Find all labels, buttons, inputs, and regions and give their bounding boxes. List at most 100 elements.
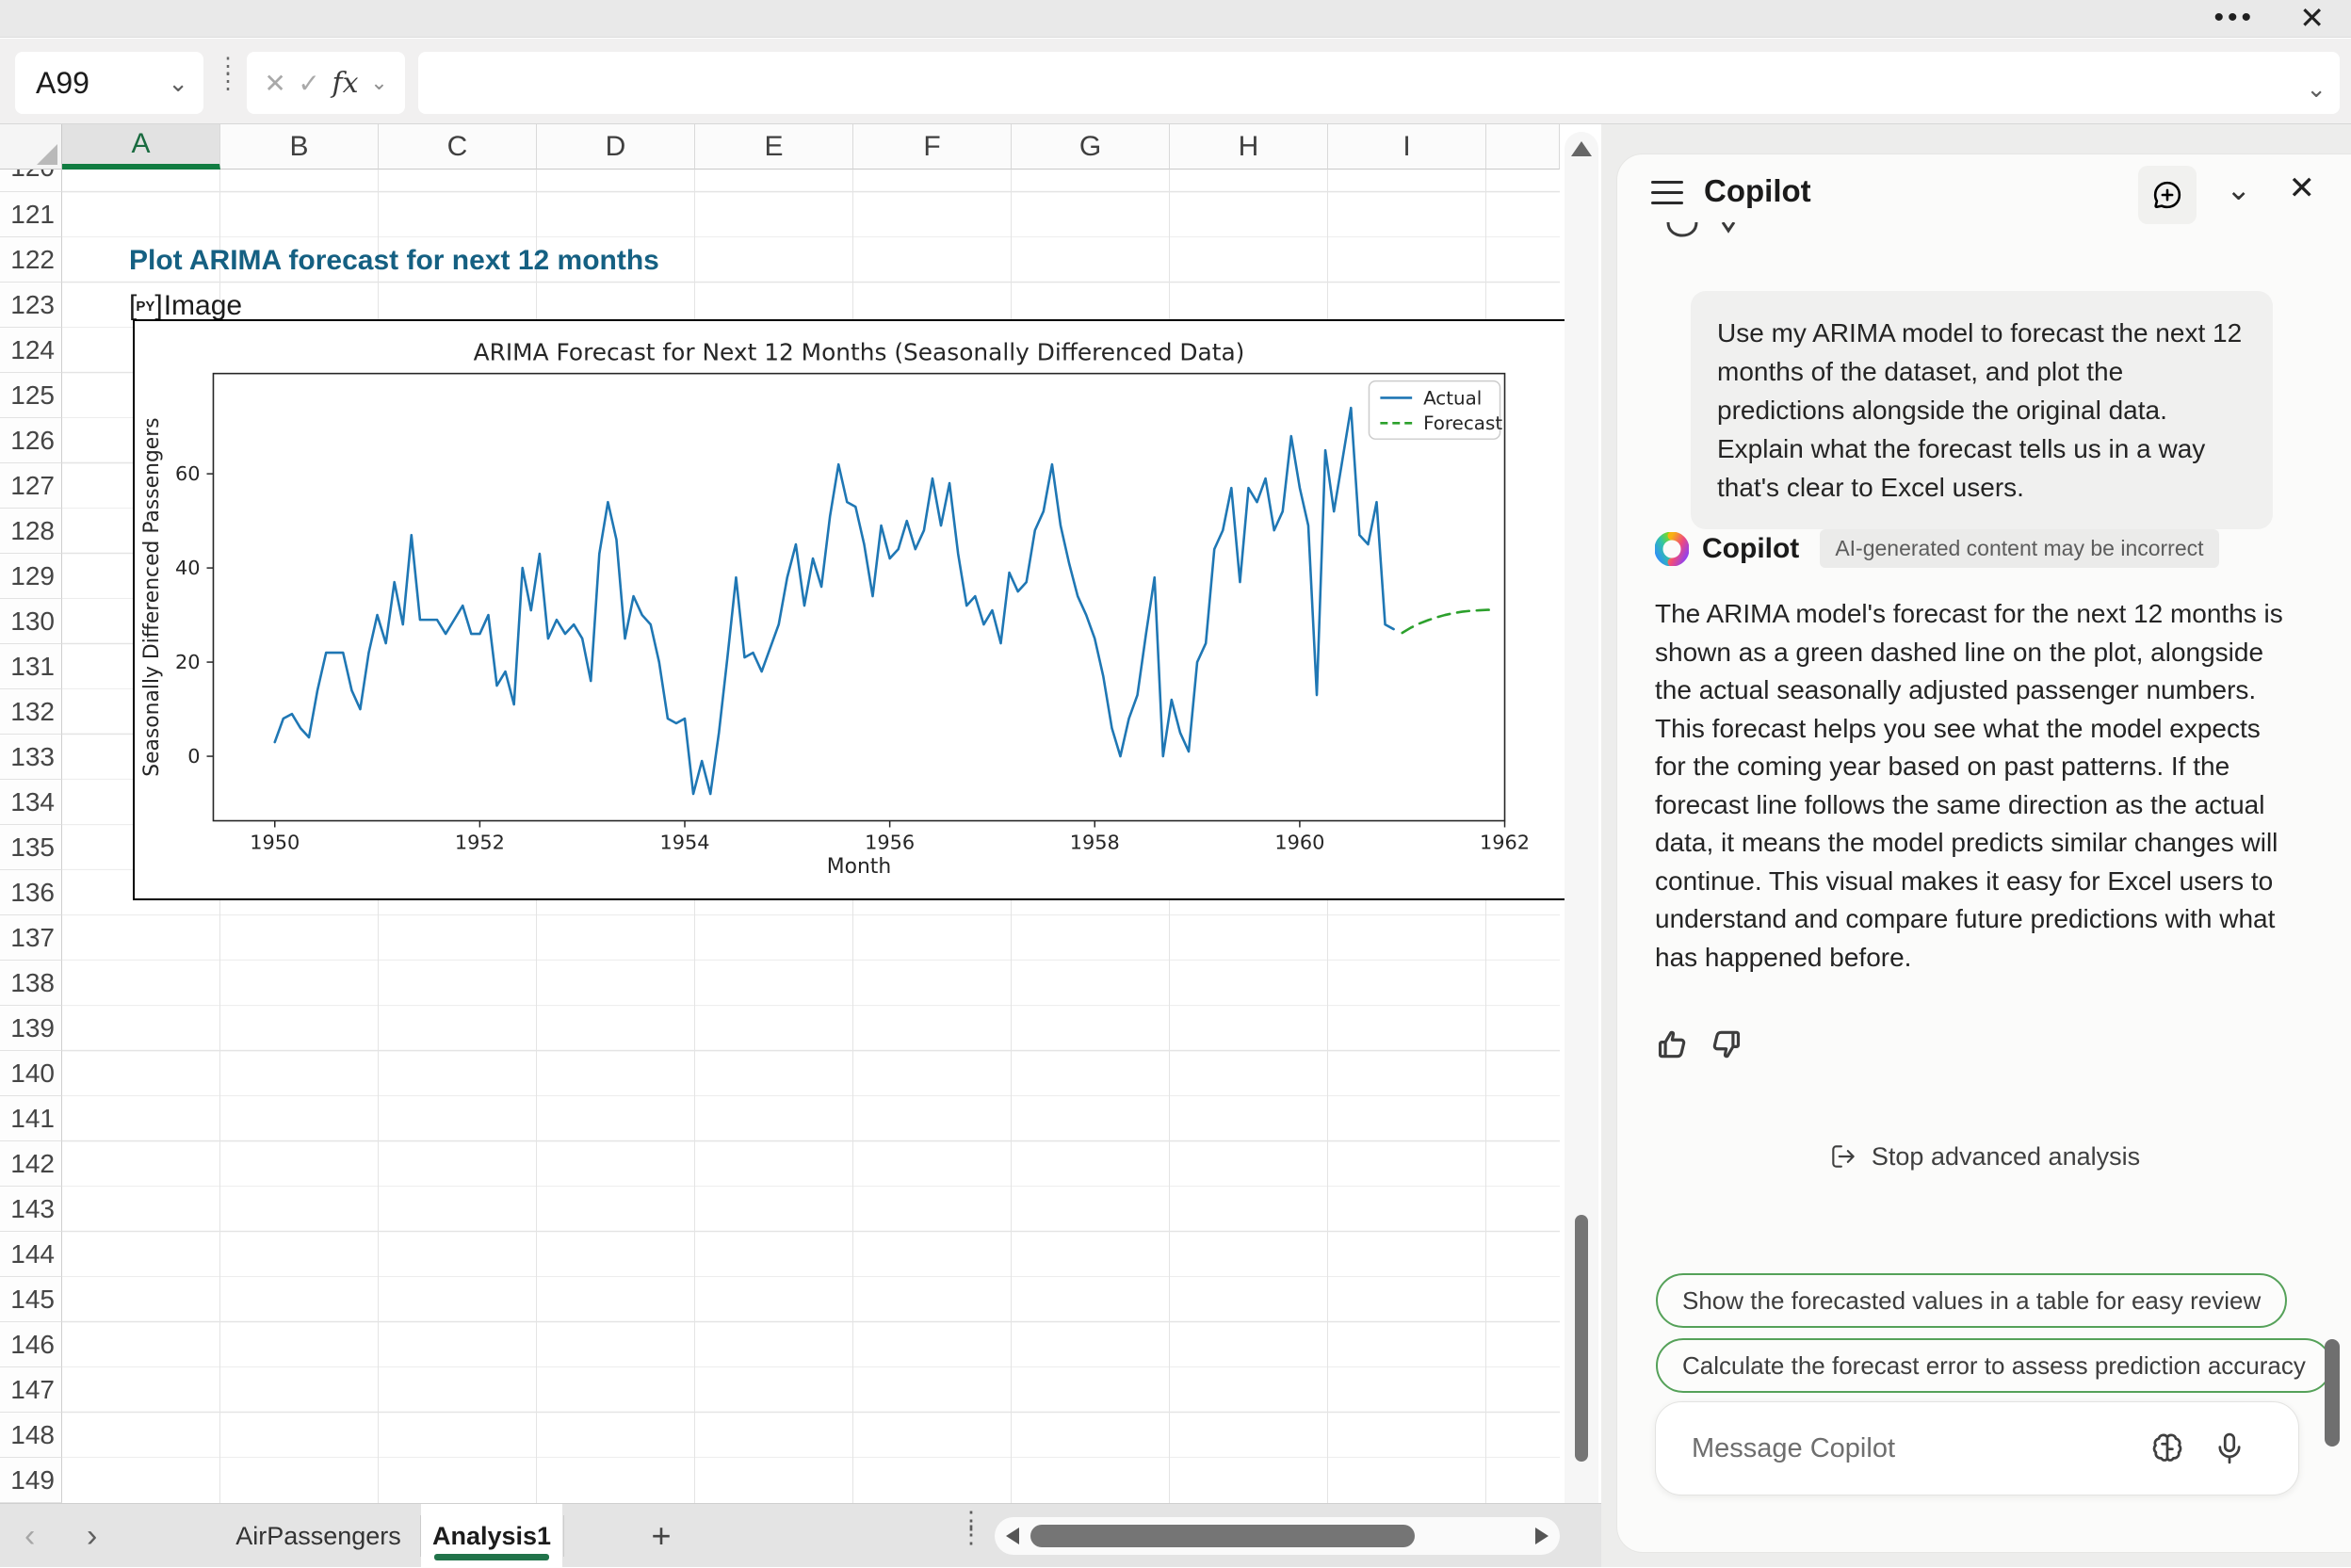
user-message-bubble: Use my ARIMA model to forecast the next …	[1691, 291, 2273, 529]
row-header-141[interactable]: 141	[0, 1096, 62, 1141]
confirm-entry-icon[interactable]: ✓	[298, 68, 320, 98]
x-tick-label: 1952	[455, 831, 505, 853]
copilot-header: Copilot ⌄ ✕	[1617, 154, 2351, 237]
name-box-value: A99	[36, 65, 89, 100]
copilot-scrollbar-thumb[interactable]	[2325, 1339, 2340, 1447]
ai-disclaimer-badge: AI-generated content may be incorrect	[1820, 529, 2219, 568]
row-header-145[interactable]: 145	[0, 1277, 62, 1322]
name-box[interactable]: A99 ⌄	[15, 52, 203, 114]
stop-advanced-analysis-button[interactable]: Stop advanced analysis	[1617, 1141, 2351, 1172]
series-forecast-line	[1401, 608, 1498, 635]
tab-separator	[563, 1515, 564, 1557]
sheet-tab-airpassengers[interactable]: AirPassengers	[235, 1521, 401, 1550]
arima-forecast-chart: ARIMA Forecast for Next 12 Months (Seaso…	[140, 339, 1530, 879]
cell-a121-heading[interactable]: Plot ARIMA forecast for next 12 months	[129, 245, 659, 276]
row-header-122[interactable]: 122	[0, 237, 62, 283]
row-header-129[interactable]: 129	[0, 554, 62, 599]
next-sheet-icon[interactable]: ›	[87, 1517, 98, 1554]
row-header-135[interactable]: 135	[0, 825, 62, 870]
window-close-icon[interactable]: ✕	[2299, 1, 2325, 35]
column-header-d[interactable]: D	[537, 124, 695, 170]
scrollbar-thumb[interactable]	[1030, 1525, 1415, 1547]
row-header-123[interactable]: 123	[0, 283, 62, 328]
chevron-down-icon[interactable]: ⌄	[370, 71, 388, 94]
row-header-143[interactable]: 143	[0, 1187, 62, 1232]
suggestion-show-forecast-table[interactable]: Show the forecasted values in a table fo…	[1656, 1273, 2288, 1328]
column-header-f[interactable]: F	[853, 124, 1012, 170]
row-header-132[interactable]: 132	[0, 689, 62, 735]
thumbs-up-icon[interactable]	[1655, 1026, 1691, 1062]
formula-bar-expand-icon[interactable]: ⌄	[2306, 74, 2327, 103]
row-header-130[interactable]: 130	[0, 599, 62, 644]
cancel-entry-icon[interactable]: ✕	[264, 68, 286, 98]
row-header-121[interactable]: 121	[0, 192, 62, 237]
row-header-138[interactable]: 138	[0, 961, 62, 1006]
menu-icon[interactable]	[1651, 181, 1683, 212]
column-header-g[interactable]: G	[1012, 124, 1170, 170]
select-all-corner[interactable]	[0, 124, 62, 170]
row-header-131[interactable]: 131	[0, 644, 62, 689]
row-header-144[interactable]: 144	[0, 1232, 62, 1277]
microphone-icon[interactable]	[2212, 1431, 2247, 1466]
copilot-close-icon[interactable]: ✕	[2288, 170, 2316, 206]
scroll-right-icon[interactable]	[1535, 1528, 1548, 1544]
copilot-panel: Copilot ⌄ ✕ Use my ARIMA model to foreca…	[1616, 154, 2351, 1553]
row-header-124[interactable]: 124	[0, 328, 62, 373]
chevron-down-icon[interactable]: ⌄	[168, 68, 188, 97]
row-header-139[interactable]: 139	[0, 1006, 62, 1051]
chevron-down-icon[interactable]: ⌄	[2226, 172, 2251, 206]
select-all-triangle-icon	[37, 144, 57, 165]
copilot-message-input[interactable]	[1690, 1402, 2104, 1495]
sheet-tab-analysis1[interactable]: Analysis1	[421, 1504, 562, 1568]
add-sheet-button[interactable]: +	[651, 1516, 672, 1555]
row-header-147[interactable]: 147	[0, 1367, 62, 1413]
row-header-134[interactable]: 134	[0, 780, 62, 825]
y-tick-label: 40	[175, 557, 201, 579]
formula-input[interactable]	[418, 52, 2340, 114]
column-header-partial[interactable]	[1486, 124, 1560, 170]
row-header-120-partial[interactable]: 120	[0, 170, 62, 192]
previous-sheet-icon[interactable]: ‹	[24, 1517, 36, 1554]
column-header-b[interactable]: B	[220, 124, 379, 170]
cell-a122-image-label[interactable]: [PY] Image	[129, 284, 242, 328]
x-tick-label: 1956	[865, 831, 915, 853]
row-header-133[interactable]: 133	[0, 735, 62, 780]
column-header-c[interactable]: C	[379, 124, 537, 170]
row-header-136[interactable]: 136	[0, 870, 62, 915]
series-actual-line	[273, 406, 1395, 796]
formula-bar-kebab-icon[interactable]: ⋮ ⋮	[217, 54, 239, 94]
row-header-137[interactable]: 137	[0, 915, 62, 961]
row-header-125[interactable]: 125	[0, 373, 62, 418]
insert-function-icon[interactable]: fx	[332, 66, 359, 100]
scrollbar-thumb[interactable]	[1575, 1215, 1588, 1462]
row-header-127[interactable]: 127	[0, 463, 62, 509]
row-header-126[interactable]: 126	[0, 418, 62, 463]
think-deeper-brain-icon[interactable]	[2149, 1431, 2185, 1466]
column-header-a[interactable]: A	[62, 124, 220, 170]
row-header-146[interactable]: 146	[0, 1322, 62, 1367]
suggestion-calculate-forecast-error[interactable]: Calculate the forecast error to assess p…	[1656, 1338, 2332, 1393]
grid-cells[interactable]: Plot ARIMA forecast for next 12 months […	[62, 170, 1582, 1503]
arima-forecast-chart-image[interactable]: ARIMA Forecast for Next 12 Months (Seaso…	[133, 319, 1582, 900]
row-header-149[interactable]: 149	[0, 1458, 62, 1503]
scrolled-cutoff-icons	[1666, 222, 1736, 237]
column-header-i[interactable]: I	[1328, 124, 1486, 170]
scroll-left-icon[interactable]	[1006, 1528, 1019, 1544]
column-header-e[interactable]: E	[695, 124, 853, 170]
row-header-128[interactable]: 128	[0, 509, 62, 554]
more-options-icon[interactable]: •••	[2213, 2, 2255, 33]
x-tick-label: 1954	[659, 831, 709, 853]
grid-horizontal-scrollbar[interactable]	[995, 1517, 1560, 1555]
scroll-up-icon[interactable]	[1571, 141, 1592, 156]
chart-title: ARIMA Forecast for Next 12 Months (Seaso…	[474, 339, 1245, 366]
active-tab-underline	[434, 1554, 549, 1560]
thumbs-down-icon[interactable]	[1708, 1026, 1743, 1062]
grid-vertical-scrollbar[interactable]	[1564, 132, 1599, 1535]
row-header-140[interactable]: 140	[0, 1051, 62, 1096]
row-header-148[interactable]: 148	[0, 1413, 62, 1458]
new-chat-button[interactable]	[2138, 166, 2197, 224]
column-header-h[interactable]: H	[1170, 124, 1328, 170]
row-header-142[interactable]: 142	[0, 1141, 62, 1187]
scrollbar-kebab-icon[interactable]: ⋮ ⋮	[959, 1506, 983, 1548]
